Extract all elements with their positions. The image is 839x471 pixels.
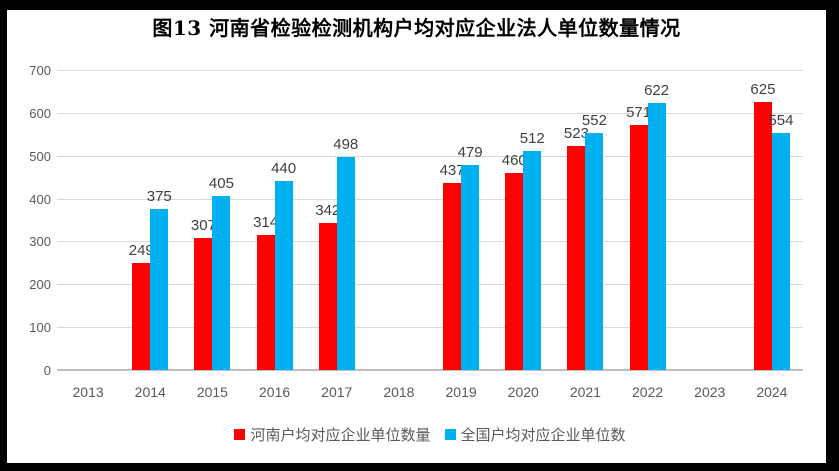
gridline-500 <box>57 155 803 157</box>
bar-national-2024 <box>771 132 790 370</box>
data-label-henan-2015: 307 <box>190 217 216 235</box>
gridline-700 <box>57 70 803 71</box>
data-label-national-2015: 405 <box>208 175 234 193</box>
y-axis-tick-200: 200 <box>29 277 51 293</box>
y-axis-tick-400: 400 <box>29 191 51 207</box>
y-axis-tick-100: 100 <box>29 320 51 336</box>
data-label-national-2024: 554 <box>768 111 794 129</box>
bar-henan-2016 <box>256 235 275 370</box>
gridline-600 <box>57 112 803 114</box>
x-axis-label-2014: 2014 <box>134 384 166 400</box>
x-axis-label-2017: 2017 <box>321 384 353 400</box>
data-label-national-2020: 512 <box>519 129 545 147</box>
data-label-national-2022: 622 <box>644 82 670 100</box>
bar-henan-2021 <box>567 145 586 370</box>
data-label-henan-2019: 437 <box>439 161 465 179</box>
legend-label-national: 全国户均对应企业单位数 <box>460 427 626 444</box>
legend-swatch-national-icon <box>444 429 456 440</box>
x-axis-line <box>57 369 803 371</box>
data-label-henan-2021: 523 <box>563 124 589 142</box>
data-label-henan-2024: 625 <box>750 81 776 99</box>
data-label-henan-2020: 460 <box>501 151 527 169</box>
chart-title: 图13 河南省检验检测机构户均对应企业法人单位数量情况 <box>152 16 681 40</box>
bar-henan-2019 <box>443 182 462 370</box>
data-label-henan-2017: 342 <box>315 202 341 220</box>
y-axis-tick-0: 0 <box>43 363 51 378</box>
y-axis-tick-500: 500 <box>29 148 51 164</box>
x-axis-label-2013: 2013 <box>72 384 104 400</box>
legend: 河南户均对应企业单位数量 全国户均对应企业单位数 <box>57 424 803 445</box>
bar-national-2014 <box>150 209 169 370</box>
data-label-national-2014: 375 <box>146 188 172 206</box>
data-label-national-2019: 479 <box>457 143 483 161</box>
legend-swatch-henan-icon <box>234 429 246 440</box>
data-label-henan-2016: 314 <box>253 214 279 232</box>
x-axis-label-2015: 2015 <box>196 384 228 400</box>
gridline-200 <box>57 284 803 286</box>
x-axis-label-2016: 2016 <box>259 384 291 400</box>
bar-national-2016 <box>274 181 293 370</box>
chart-canvas: 图13 河南省检验检测机构户均对应企业法人单位数量情况 0 100 200 300 40… <box>7 10 826 463</box>
bar-national-2017 <box>336 156 355 370</box>
x-axis-label-2019: 2019 <box>445 384 477 400</box>
gridline-100 <box>57 327 803 329</box>
x-axis-label-2024: 2024 <box>756 384 788 400</box>
bar-henan-2015 <box>194 238 213 370</box>
x-axis-label-2018: 2018 <box>383 384 415 400</box>
y-axis-tick-600: 600 <box>29 105 51 121</box>
data-label-national-2021: 552 <box>581 112 607 130</box>
data-label-henan-2014: 249 <box>128 242 154 260</box>
legend-label-henan: 河南户均对应企业单位数量 <box>250 427 431 444</box>
bar-national-2020 <box>523 150 542 370</box>
plot-area: 0 100 200 300 400 500 600 700 2013 2014 249 375 2015… <box>7 10 826 463</box>
bar-henan-2014 <box>132 263 151 370</box>
y-axis-tick-300: 300 <box>29 234 51 250</box>
gridline-400 <box>57 198 803 200</box>
bar-national-2021 <box>585 133 604 370</box>
bar-national-2022 <box>647 103 666 370</box>
bar-national-2019 <box>461 164 480 370</box>
legend-item-henan: 河南户均对应企业单位数量 <box>234 424 431 445</box>
bar-henan-2024 <box>753 102 772 370</box>
x-axis-label-2021: 2021 <box>569 384 601 400</box>
bar-henan-2022 <box>629 125 648 370</box>
x-axis-label-2022: 2022 <box>632 384 664 400</box>
gridline-300 <box>57 241 803 243</box>
data-label-national-2016: 440 <box>271 160 297 178</box>
y-axis-tick-700: 700 <box>29 63 51 78</box>
legend-item-national: 全国户均对应企业单位数 <box>444 424 626 445</box>
bar-henan-2017 <box>318 223 337 370</box>
x-axis-label-2020: 2020 <box>507 384 539 400</box>
bar-national-2015 <box>212 196 231 370</box>
x-axis-label-2023: 2023 <box>694 384 726 400</box>
data-label-national-2017: 498 <box>333 135 359 153</box>
data-label-henan-2022: 571 <box>626 104 652 122</box>
bar-henan-2020 <box>505 172 524 370</box>
